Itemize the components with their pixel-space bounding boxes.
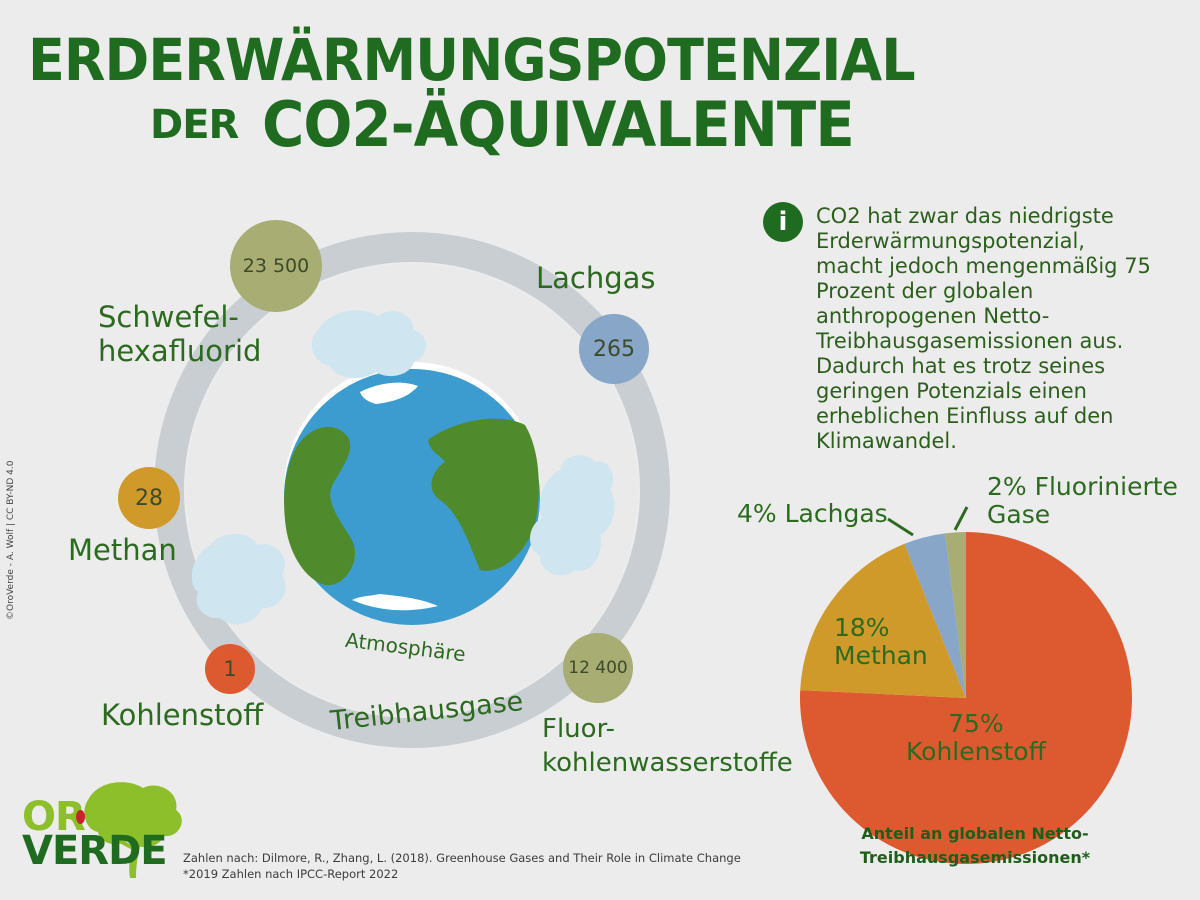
page-title-line2-prefix: DER — [150, 102, 239, 148]
gwp-bubble-hfc: 12 400 — [563, 633, 633, 703]
pie-label-co2-pct: 75% — [948, 709, 1004, 738]
gwp-bubble-co2: 1 — [205, 644, 255, 694]
pie-label-ch4: 18% Methan — [834, 614, 928, 670]
page-title-line2: CO2-ÄQUIVALENTE — [262, 88, 855, 161]
gas-label-sf6-line1: Schwefel- — [98, 300, 239, 334]
pie-label-co2: 75% Kohlenstoff — [906, 710, 1046, 766]
pie-label-ch4-pct: 18% — [834, 613, 890, 642]
logo-text-verde: VERDE — [22, 828, 168, 874]
gas-label-hfc-line2: kohlenwasserstoffe — [542, 748, 793, 778]
source-citation: Zahlen nach: Dilmore, R., Zhang, L. (201… — [183, 851, 741, 865]
earth-icon — [284, 369, 540, 625]
gas-label-ch4: Methan — [68, 533, 177, 567]
gas-label-sf6: Schwefel- hexafluorid — [98, 300, 261, 368]
gas-label-hfc: Fluor- kohlenwasserstoffe — [542, 712, 793, 780]
fgas-leader-line — [953, 506, 969, 531]
pie-label-fgas-line2: Gase — [987, 500, 1051, 529]
pie-slice-fgas — [944, 532, 966, 698]
pie-caption-line2: Treibhausgasemissionen* — [859, 848, 1091, 867]
gwp-bubble-n2o: 265 — [579, 314, 649, 384]
copyright-notice: ©OroVerde - A. Wolf | CC BY-ND 4.0 — [6, 460, 16, 621]
pie-slice-n2o — [904, 533, 966, 698]
gas-label-co2: Kohlenstoff — [101, 698, 264, 732]
pie-label-co2-name: Kohlenstoff — [906, 737, 1046, 766]
gas-label-n2o: Lachgas — [536, 261, 656, 295]
gas-label-sf6-line2: hexafluorid — [98, 334, 262, 368]
pie-caption-line1: Anteil an globalen Netto- — [861, 824, 1089, 843]
lachgas-leader-line — [887, 517, 914, 537]
pie-label-ch4-name: Methan — [834, 641, 928, 670]
pie-label-fgas-line1: 2% Fluorinierte — [987, 472, 1178, 501]
logo-dot — [76, 810, 85, 824]
gas-label-hfc-line1: Fluor- — [542, 714, 615, 744]
pie-label-n2o: 4% Lachgas — [737, 499, 888, 528]
oroverde-logo: ORO VERDE — [18, 770, 188, 880]
info-icon: i — [763, 202, 803, 242]
gwp-bubble-sf6: 23 500 — [230, 220, 322, 312]
logo-text-oro: ORO — [22, 794, 119, 840]
page-title-line1: ERDERWÄRMUNGSPOTENZIAL — [28, 26, 916, 94]
tree-icon — [84, 782, 182, 878]
cloud-icon — [191, 310, 615, 625]
pie-caption: Anteil an globalen Netto- Treibhausgasem… — [830, 822, 1120, 870]
pie-label-fgas: 2% Fluorinierte Gase — [987, 473, 1178, 529]
gwp-bubble-ch4: 28 — [118, 467, 180, 529]
pie-slice-ch4 — [800, 543, 966, 698]
info-text: CO2 hat zwar das niedrigste Erderwärmung… — [816, 204, 1151, 453]
source-note: *2019 Zahlen nach IPCC-Report 2022 — [183, 867, 399, 881]
